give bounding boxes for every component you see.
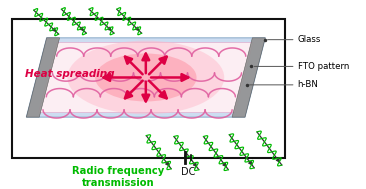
Text: FTO pattern: FTO pattern [298, 62, 349, 71]
Ellipse shape [67, 41, 224, 114]
Polygon shape [26, 38, 60, 117]
Text: Radio frequency
transmission: Radio frequency transmission [72, 166, 165, 188]
Text: Heat spreading: Heat spreading [25, 69, 114, 79]
Text: h-BN: h-BN [298, 80, 318, 89]
Polygon shape [39, 42, 253, 112]
Text: Glass: Glass [298, 35, 321, 44]
Polygon shape [26, 38, 265, 117]
Text: DC: DC [181, 167, 195, 177]
Polygon shape [232, 38, 265, 117]
Ellipse shape [95, 53, 197, 101]
